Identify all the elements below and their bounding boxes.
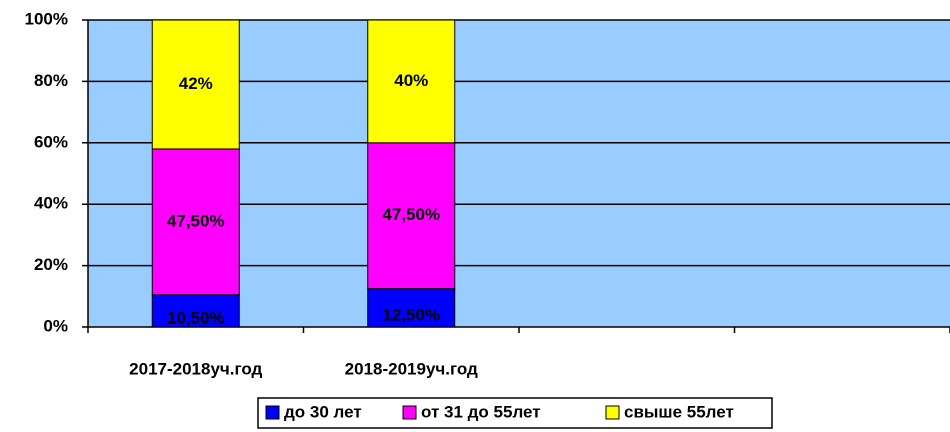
x-tick-label: 2018-2019уч.год <box>345 359 478 378</box>
y-tick-label: 80% <box>34 71 68 90</box>
y-tick-label: 40% <box>34 194 68 213</box>
data-label: 40% <box>394 71 428 90</box>
legend-swatch <box>605 405 620 420</box>
bar-segment <box>367 142 456 290</box>
legend-label: от 31 до 55лет <box>421 402 541 421</box>
data-label: 10,50% <box>167 308 225 327</box>
y-tick-label: 100% <box>25 9 68 28</box>
bar-segment <box>151 148 240 296</box>
y-tick-label: 0% <box>43 316 68 335</box>
data-label: 47,50% <box>382 205 440 224</box>
bar-segment <box>367 288 456 328</box>
y-tick-label: 60% <box>34 132 68 151</box>
legend-box <box>257 397 773 429</box>
y-tick-label: 20% <box>34 255 68 274</box>
bar-segment <box>151 19 240 150</box>
legend-swatch <box>265 405 280 420</box>
legend-label: свыше 55лет <box>624 402 734 421</box>
bar-segment <box>367 19 456 144</box>
data-label: 12,50% <box>382 305 440 324</box>
bar-segment <box>151 294 240 328</box>
data-label: 42% <box>179 74 213 93</box>
x-tick-label: 2017-2018уч.год <box>129 359 262 378</box>
legend-label: до 30 лет <box>284 402 362 421</box>
data-label: 47,50% <box>167 211 225 230</box>
legend-swatch <box>402 405 417 420</box>
